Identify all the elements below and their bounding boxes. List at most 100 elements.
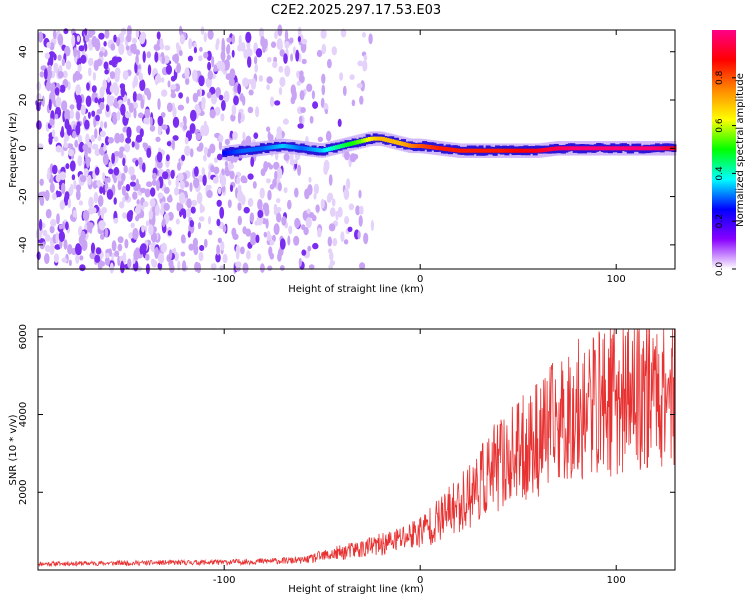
noise-cell <box>36 251 41 260</box>
noise-cell <box>312 101 319 109</box>
noise-cell <box>238 34 242 47</box>
noise-cell <box>119 146 125 152</box>
noise-cell <box>179 25 183 36</box>
noise-cell <box>153 44 159 51</box>
noise-cell <box>180 208 187 216</box>
colorbar-label: Normalized spectral amplitude <box>735 73 746 227</box>
noise-cell <box>64 109 71 122</box>
spectrogram-y-tick-label: 0 <box>18 145 29 151</box>
noise-cell <box>189 182 193 193</box>
colorbar: 0.0 0.2 0.4 0.6 0.8 Normalized spectral ampl… <box>712 30 746 276</box>
noise-cell <box>75 184 82 192</box>
noise-cell <box>71 34 76 47</box>
noise-cell <box>362 60 368 72</box>
colorbar-tick-label: 0.2 <box>715 214 725 228</box>
noise-cell <box>337 118 342 127</box>
noise-cell <box>189 148 194 158</box>
noise-cell <box>265 162 272 168</box>
noise-cell <box>329 251 334 261</box>
noise-cell <box>163 186 170 194</box>
colorbar-tick-label: 0.6 <box>715 118 725 133</box>
noise-cell <box>132 43 137 55</box>
noise-cell <box>120 85 126 98</box>
noise-cell <box>42 229 48 237</box>
noise-cell <box>139 164 143 170</box>
noise-cell <box>174 83 181 92</box>
noise-cell <box>177 260 181 271</box>
noise-cell <box>74 139 79 148</box>
noise-cell <box>49 225 55 234</box>
noise-cell <box>168 179 172 186</box>
noise-cell <box>363 54 368 61</box>
noise-cell <box>120 260 124 272</box>
noise-cell <box>262 202 269 212</box>
noise-cell <box>166 141 172 147</box>
noise-cell <box>163 202 170 211</box>
noise-cell <box>119 133 125 143</box>
noise-cell <box>228 77 235 87</box>
noise-cell <box>114 132 121 144</box>
noise-cell <box>284 41 290 49</box>
noise-cell <box>180 251 186 257</box>
noise-cell <box>290 84 296 96</box>
snr-x-label: Height of straight line (km) <box>288 584 424 595</box>
noise-cell <box>247 197 254 207</box>
noise-cell <box>313 193 317 200</box>
noise-cell <box>370 219 374 232</box>
noise-cell <box>172 116 180 128</box>
noise-cell <box>296 70 301 79</box>
noise-cell <box>321 43 327 55</box>
spectrogram-cells <box>35 24 374 275</box>
noise-cell <box>198 55 203 62</box>
noise-cell <box>358 189 362 199</box>
noise-cell <box>170 75 176 82</box>
noise-cell <box>88 29 94 38</box>
noise-cell <box>229 68 236 80</box>
spectrogram-y-label: Frequency (Hz) <box>8 112 19 188</box>
noise-cell <box>88 196 94 209</box>
noise-cell <box>113 34 117 43</box>
noise-cell <box>214 106 221 116</box>
noise-cell <box>133 107 137 119</box>
noise-cell <box>220 241 225 251</box>
noise-cell <box>193 177 200 189</box>
noise-cell <box>94 128 98 139</box>
noise-cell <box>218 139 222 151</box>
noise-cell <box>79 264 86 272</box>
noise-cell <box>46 80 52 92</box>
noise-cell <box>252 181 257 189</box>
noise-cell <box>59 171 66 181</box>
noise-cell <box>157 123 163 136</box>
noise-cell <box>219 172 223 181</box>
noise-cell <box>71 174 76 181</box>
noise-cell <box>129 181 136 187</box>
noise-cell <box>56 191 62 198</box>
noise-cell <box>161 55 165 64</box>
noise-cell <box>100 209 105 220</box>
noise-cell <box>266 234 273 241</box>
chart-title: C2E2.2025.297.17.53.E03 <box>271 3 441 18</box>
noise-cell <box>166 195 173 203</box>
noise-cell <box>135 134 143 143</box>
noise-cell <box>48 98 52 111</box>
noise-cell <box>72 73 77 83</box>
noise-cell <box>155 136 161 142</box>
noise-cell <box>78 45 85 52</box>
noise-cell <box>196 192 203 204</box>
noise-cell <box>142 201 149 208</box>
noise-cell <box>242 262 249 274</box>
noise-cell <box>192 69 198 82</box>
noise-cell <box>67 149 74 157</box>
noise-cell <box>65 60 72 70</box>
noise-cell <box>186 198 192 209</box>
noise-cell <box>339 72 344 81</box>
noise-cell <box>124 192 129 201</box>
noise-cell <box>250 78 257 90</box>
noise-cell <box>257 209 264 219</box>
noise-cell <box>279 49 285 57</box>
noise-cell <box>266 84 270 90</box>
noise-cell <box>203 154 207 162</box>
noise-cell <box>293 235 300 246</box>
noise-cell <box>46 172 51 180</box>
noise-cell <box>94 97 99 104</box>
